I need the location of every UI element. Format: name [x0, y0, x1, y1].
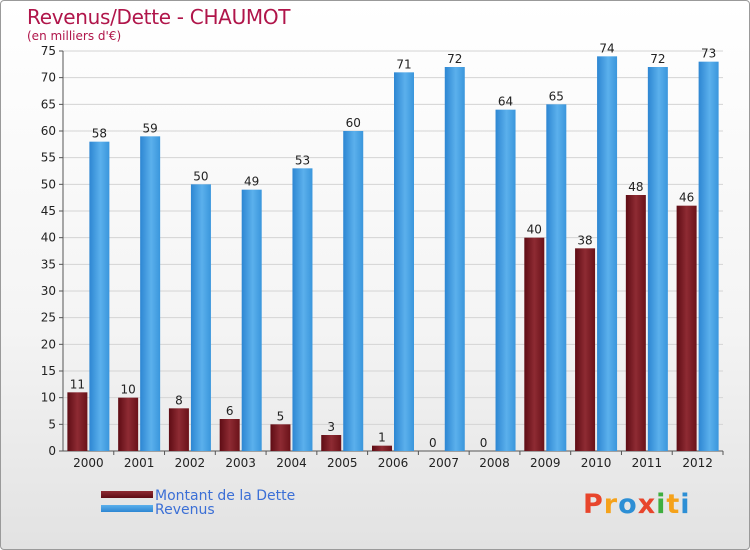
- x-tick-label: 2005: [327, 456, 358, 470]
- bar-revenus: [292, 168, 313, 452]
- data-label-revenus: 59: [143, 121, 158, 135]
- y-tick-label: 25: [41, 311, 56, 325]
- data-label-dette: 6: [226, 404, 234, 418]
- data-label-revenus: 58: [92, 127, 107, 141]
- data-label-revenus: 53: [295, 153, 310, 167]
- labels-layer: 0510152025303540455055606570752000115820…: [41, 41, 717, 470]
- bars-layer: [67, 56, 719, 452]
- x-tick-label: 2006: [378, 456, 409, 470]
- y-tick-label: 50: [41, 177, 56, 191]
- data-label-dette: 0: [480, 436, 488, 450]
- bar-dette: [321, 435, 342, 451]
- data-label-revenus: 65: [549, 89, 564, 103]
- data-label-dette: 8: [175, 393, 183, 407]
- bar-revenus: [546, 104, 567, 451]
- bar-revenus: [343, 131, 364, 451]
- chart-subtitle: (en milliers d'€): [27, 29, 122, 43]
- bar-revenus: [140, 136, 161, 452]
- x-tick-label: 2010: [581, 456, 612, 470]
- x-tick-label: 2011: [632, 456, 663, 470]
- y-tick-label: 35: [41, 257, 56, 271]
- y-tick-label: 65: [41, 97, 56, 111]
- x-tick-label: 2002: [175, 456, 206, 470]
- x-tick-label: 2004: [276, 456, 307, 470]
- y-tick-label: 5: [48, 417, 56, 431]
- bar-revenus: [241, 189, 262, 451]
- data-label-dette: 5: [277, 409, 285, 423]
- logo-letter: t: [666, 489, 681, 520]
- bar-dette: [270, 424, 291, 451]
- data-label-dette: 40: [527, 223, 542, 237]
- x-tick-label: 2008: [479, 456, 510, 470]
- x-tick-label: 2012: [682, 456, 713, 470]
- y-tick-label: 70: [41, 71, 56, 85]
- logo-letter: i: [680, 489, 691, 520]
- bar-dette: [524, 237, 545, 451]
- data-label-dette: 38: [577, 233, 592, 247]
- data-label-dette: 0: [429, 436, 437, 450]
- data-label-revenus: 73: [701, 47, 716, 61]
- data-label-dette: 46: [679, 191, 694, 205]
- legend-swatch-dette: [101, 491, 153, 498]
- bar-dette: [219, 419, 240, 451]
- bar-revenus: [647, 67, 668, 451]
- data-label-dette: 48: [628, 180, 643, 194]
- x-tick-label: 2000: [73, 456, 104, 470]
- bar-revenus: [190, 184, 211, 452]
- logo-letter: o: [618, 489, 638, 520]
- y-tick-label: 45: [41, 204, 56, 218]
- data-label-revenus: 71: [396, 57, 411, 71]
- legend-label-revenus: Revenus: [155, 502, 215, 518]
- data-label-revenus: 72: [447, 52, 462, 66]
- data-label-revenus: 74: [599, 41, 614, 55]
- data-label-revenus: 50: [193, 169, 208, 183]
- y-tick-label: 75: [41, 44, 56, 58]
- logo-letter: i: [656, 489, 667, 520]
- bar-revenus: [394, 72, 414, 451]
- chart-title: Revenus/Dette - CHAUMOT: [27, 5, 291, 29]
- grid-layer: [63, 50, 723, 452]
- x-tick-label: 2009: [530, 456, 561, 470]
- y-tick-label: 20: [41, 337, 56, 351]
- bar-dette: [118, 397, 139, 451]
- proxiti-logo: Proxiti: [583, 489, 691, 520]
- logo-letter: P: [583, 489, 604, 520]
- bar-revenus: [444, 67, 465, 451]
- bar-dette: [575, 248, 596, 451]
- data-label-revenus: 72: [650, 52, 665, 66]
- logo-letter: x: [637, 489, 657, 520]
- bar-dette: [67, 392, 88, 451]
- bar-revenus: [89, 141, 110, 451]
- bar-dette: [625, 195, 646, 451]
- legend-label-dette: Montant de la Dette: [155, 488, 296, 504]
- y-tick-label: 0: [48, 444, 56, 458]
- bar-revenus: [495, 109, 516, 452]
- data-label-revenus: 64: [498, 95, 513, 109]
- bar-dette: [168, 408, 189, 451]
- bar-dette: [676, 205, 697, 451]
- data-label-revenus: 49: [244, 175, 259, 189]
- bar-dette: [372, 445, 392, 451]
- data-label-dette: 1: [378, 431, 386, 445]
- bar-revenus: [597, 56, 618, 451]
- y-tick-label: 40: [41, 231, 56, 245]
- y-tick-label: 10: [41, 391, 56, 405]
- y-tick-label: 60: [41, 124, 56, 138]
- x-tick-label: 2003: [225, 456, 256, 470]
- y-tick-label: 15: [41, 364, 56, 378]
- legend-swatch-revenus: [101, 505, 153, 512]
- bar-revenus: [698, 61, 719, 452]
- data-label-dette: 11: [70, 377, 85, 391]
- x-tick-label: 2001: [124, 456, 155, 470]
- data-label-revenus: 60: [346, 116, 361, 130]
- y-tick-label: 30: [41, 284, 56, 298]
- x-tick-label: 2007: [428, 456, 459, 470]
- data-label-dette: 3: [327, 420, 335, 434]
- y-tick-label: 55: [41, 151, 56, 165]
- data-label-dette: 10: [121, 383, 136, 397]
- logo-letter: r: [603, 489, 619, 520]
